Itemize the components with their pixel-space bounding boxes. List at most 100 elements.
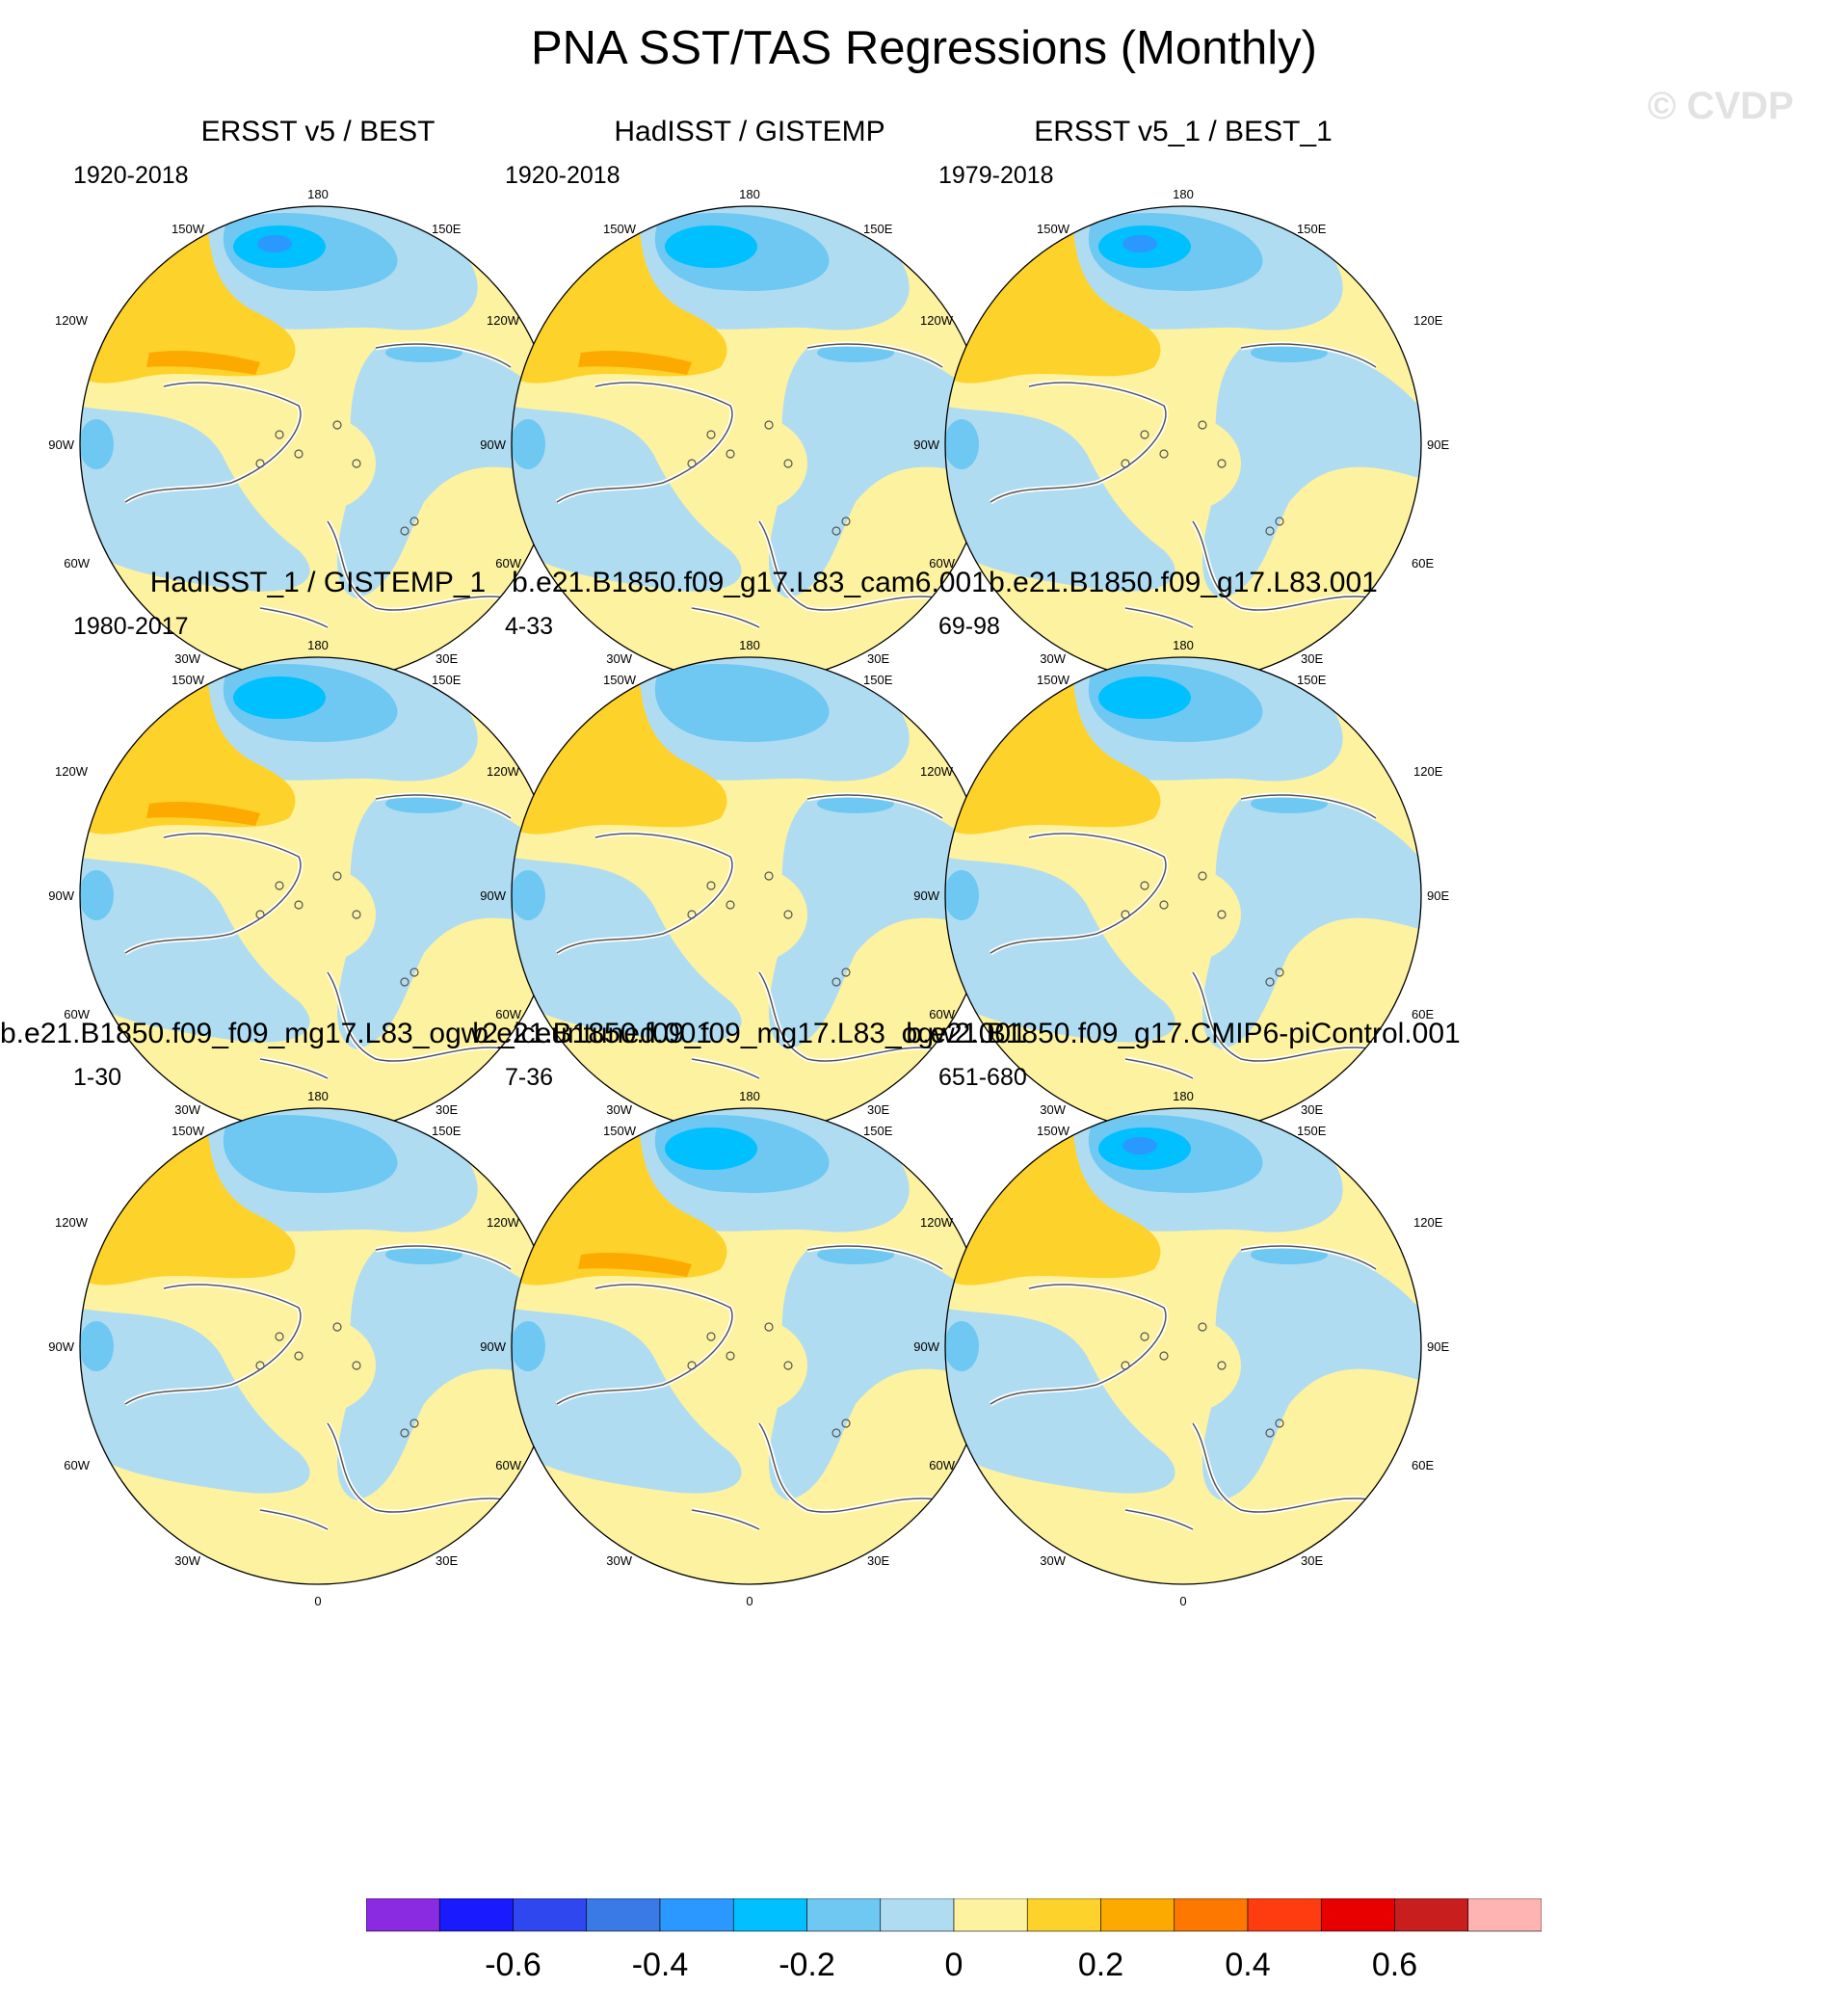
longitude-label-right: 90E (1427, 437, 1449, 452)
colorbar-tick-label: 0.6 (1372, 1947, 1417, 1983)
island-outline (255, 910, 265, 919)
arctic-warm-core (1125, 866, 1241, 963)
ne-pacific-warm-band (945, 657, 1161, 835)
hudson-patch (80, 1321, 114, 1371)
longitude-label-right: 90E (1427, 1339, 1449, 1354)
island-outline (1217, 1361, 1227, 1370)
longitude-label-lower-left: 60W (495, 556, 521, 570)
longitude-label-bottom-right: 30E (436, 1553, 458, 1568)
arctic-warm-core (692, 415, 807, 512)
island-outline (255, 1361, 265, 1370)
island-outline (706, 881, 716, 890)
coastline (327, 971, 512, 1062)
longitude-label-lower-left: 60W (64, 556, 90, 570)
colorbar-swatch (880, 1898, 955, 1932)
longitude-label-top-right: 150E (1297, 1124, 1327, 1138)
longitude-label-upper-left: 120W (55, 764, 89, 779)
island-outline (409, 968, 419, 977)
north-pacific-core (223, 1115, 398, 1193)
coastline (691, 1509, 760, 1530)
coastline (1240, 794, 1377, 819)
colorbar-swatch (586, 1898, 661, 1932)
island-outline (726, 900, 735, 910)
coastline (806, 343, 943, 368)
panel-period: 1920-2018 (73, 162, 189, 189)
north-pacific-max (233, 676, 326, 719)
longitude-label-top-left: 150W (603, 222, 637, 236)
longitude-label-lower-left: 60W (495, 1007, 521, 1021)
island-outline (255, 459, 265, 468)
longitude-label-lower-left: 60W (929, 1007, 955, 1021)
colorbar-tick-label: -0.2 (779, 1947, 835, 1983)
longitude-label-left: 90W (480, 437, 506, 452)
longitude-label-bottom-right: 30E (1301, 1553, 1323, 1568)
coastline (556, 382, 733, 503)
longitude-label-top-right: 150E (432, 1124, 462, 1138)
coastline (990, 382, 1167, 503)
arctic-warm-core (692, 866, 807, 963)
island-outline (783, 1361, 793, 1370)
island-outline (706, 1332, 716, 1341)
map-panel: 180150W150E120W120E90W90E60W60E30W30E0b.… (461, 1018, 1039, 1634)
longitude-label-left: 90W (913, 1339, 939, 1354)
panel-period: 1979-2018 (938, 162, 1054, 189)
island-outline (726, 1351, 735, 1361)
longitude-label-left: 90W (48, 888, 74, 903)
cvdp-watermark: © CVDP (1648, 85, 1794, 127)
island-outline (687, 910, 697, 919)
panel-title: b.e21.B1850.f09_g17.L83.001 (989, 567, 1378, 598)
colorbar: -0.6 -0.4 -0.2 0 0.2 0.4 0.6 (366, 1898, 1542, 1983)
hudson-patch (80, 419, 114, 469)
longitude-label-top-left: 150W (172, 222, 205, 236)
eurasia-cool (1202, 1244, 1421, 1500)
longitude-label-bottom: 0 (314, 1594, 321, 1608)
panel-title: ERSST v5_1 / BEST_1 (1034, 116, 1333, 147)
panel-period: 7-36 (505, 1064, 554, 1091)
longitude-label-top: 180 (307, 638, 329, 652)
panel-title: HadISST / GISTEMP (614, 116, 885, 147)
north-atlantic-cool (80, 1308, 310, 1494)
hudson-patch (945, 419, 979, 469)
colorbar-swatch (1174, 1898, 1249, 1932)
north-pacific-peak (1122, 235, 1157, 252)
longitude-label-top-right: 150E (863, 222, 893, 236)
longitude-label-bottom-left: 30W (174, 651, 200, 666)
longitude-label-upper-left: 120W (487, 764, 520, 779)
panel-period: 1980-2017 (73, 613, 189, 640)
island-outline (294, 1351, 304, 1361)
eurasia-cool (337, 1244, 556, 1500)
tropical-atlantic-warm (1096, 1520, 1270, 1584)
north-atlantic-cool (945, 1308, 1175, 1494)
north-atlantic-cool (80, 406, 310, 592)
island-outline (294, 449, 304, 459)
tropical-atlantic-warm (231, 1520, 405, 1584)
longitude-label-left: 90W (48, 1339, 74, 1354)
panel-period: 4-33 (505, 613, 554, 640)
island-outline (1198, 871, 1207, 881)
coastline (375, 794, 512, 819)
island-outline (409, 517, 419, 526)
hudson-patch (945, 870, 979, 920)
longitude-label-bottom-left: 30W (1040, 1102, 1066, 1117)
eurasia-cool (1202, 342, 1421, 598)
island-outline (1217, 910, 1227, 919)
longitude-label-top: 180 (1173, 187, 1194, 201)
arctic-warm-core (260, 866, 376, 963)
north-atlantic-cool (80, 857, 310, 1043)
island-outline (400, 1428, 409, 1438)
island-outline (1121, 459, 1130, 468)
longitude-label-upper-left: 120W (920, 1215, 954, 1230)
panel-period: 651-680 (938, 1064, 1027, 1091)
longitude-label-left: 90W (480, 888, 506, 903)
longitude-label-bottom-right: 30E (867, 1553, 889, 1568)
north-atlantic-cool (512, 1308, 742, 1494)
longitude-label-top-left: 150W (1037, 222, 1070, 236)
longitude-label-lower-right: 60E (1412, 1458, 1434, 1472)
tropical-atlantic-warm (663, 1520, 836, 1584)
hudson-patch (80, 870, 114, 920)
island-outline (687, 1361, 697, 1370)
arctic-warm-core (692, 1317, 807, 1414)
ne-pacific-warm-band (80, 1108, 296, 1286)
